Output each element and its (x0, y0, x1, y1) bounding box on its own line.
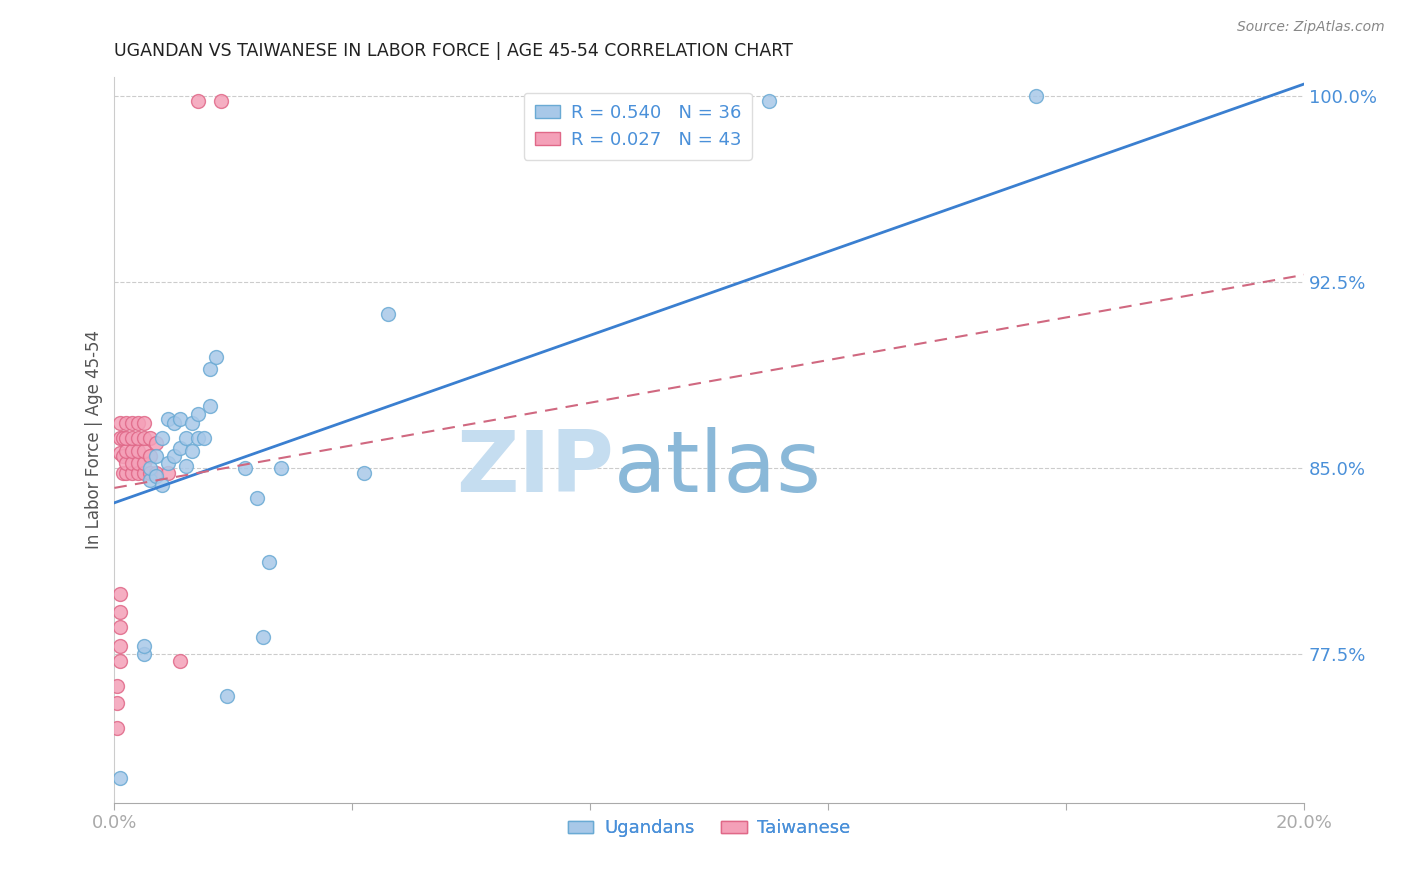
Point (198, 399, 221, 413)
Point (110, 605, 132, 619)
Point (110, 640, 132, 654)
Point (180, 443, 202, 458)
Point (187, 431, 209, 445)
Point (121, 417, 143, 431)
Point (112, 466, 135, 480)
Point (163, 449, 186, 463)
Point (187, 407, 209, 421)
Point (115, 417, 138, 431)
Point (139, 431, 162, 445)
Point (134, 456, 156, 470)
Point (105, 697, 128, 711)
Legend: Ugandans, Taiwanese: Ugandans, Taiwanese (561, 812, 858, 845)
Point (105, 721, 128, 735)
Point (156, 456, 179, 470)
Point (110, 417, 132, 431)
Point (127, 443, 149, 458)
Point (121, 456, 143, 470)
Point (110, 446, 132, 460)
Point (115, 443, 138, 458)
Point (145, 468, 167, 483)
Point (377, 308, 399, 322)
Point (139, 466, 162, 480)
Point (252, 630, 274, 644)
Point (127, 456, 149, 470)
Point (134, 417, 156, 431)
Point (758, 95, 780, 109)
Point (145, 466, 167, 480)
Point (105, 679, 128, 693)
Point (246, 491, 269, 505)
Point (145, 436, 167, 450)
Text: ZIP: ZIP (457, 427, 614, 510)
Point (270, 461, 292, 475)
Point (134, 647, 156, 661)
Point (139, 461, 162, 475)
Point (169, 654, 191, 668)
Point (169, 442, 191, 456)
Point (121, 466, 143, 480)
Point (110, 771, 132, 785)
Point (110, 654, 132, 668)
Point (156, 411, 179, 425)
Point (134, 466, 156, 480)
Point (204, 350, 226, 364)
Point (211, 95, 233, 109)
Point (127, 466, 149, 480)
Point (121, 443, 143, 458)
Point (134, 640, 156, 654)
Point (110, 620, 132, 634)
Point (127, 417, 149, 431)
Point (139, 474, 162, 488)
Point (257, 555, 280, 569)
Point (121, 431, 143, 445)
Point (110, 587, 132, 601)
Point (609, 95, 631, 109)
Point (115, 431, 138, 445)
Point (174, 431, 197, 445)
Point (180, 417, 202, 431)
Point (150, 431, 173, 445)
Point (115, 456, 138, 470)
Point (174, 458, 197, 473)
Point (127, 431, 149, 445)
Point (1025, 89, 1047, 103)
Point (134, 431, 156, 445)
Text: UGANDAN VS TAIWANESE IN LABOR FORCE | AGE 45-54 CORRELATION CHART: UGANDAN VS TAIWANESE IN LABOR FORCE | AG… (114, 42, 793, 60)
Point (233, 461, 256, 475)
Point (115, 466, 138, 480)
Point (112, 431, 135, 445)
Point (110, 431, 132, 445)
Point (198, 362, 221, 376)
Point (112, 449, 135, 463)
Point (353, 466, 375, 480)
Text: atlas: atlas (614, 427, 823, 510)
Point (150, 478, 173, 492)
Point (193, 431, 215, 445)
Point (134, 443, 156, 458)
Point (217, 689, 239, 703)
Point (169, 411, 191, 425)
Point (139, 449, 162, 463)
Point (187, 95, 209, 109)
Text: Source: ZipAtlas.com: Source: ZipAtlas.com (1237, 20, 1385, 34)
Point (145, 449, 167, 463)
Y-axis label: In Labor Force | Age 45-54: In Labor Force | Age 45-54 (86, 330, 103, 549)
Point (156, 466, 179, 480)
Point (163, 417, 186, 431)
